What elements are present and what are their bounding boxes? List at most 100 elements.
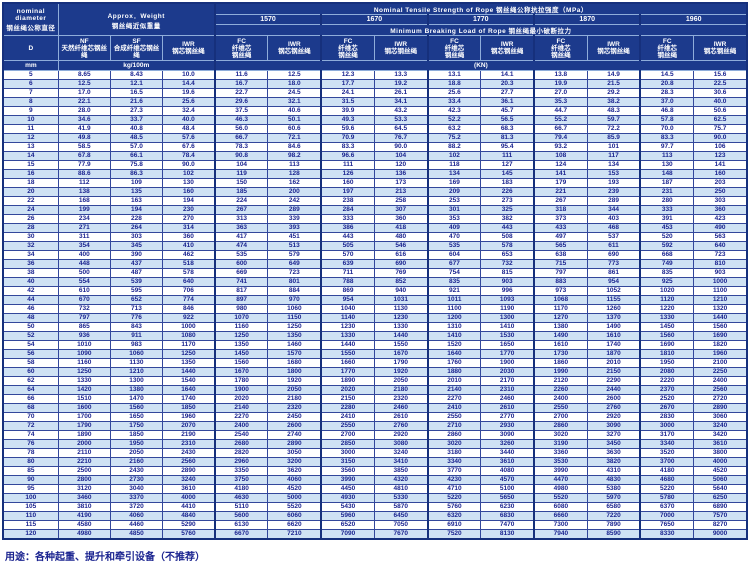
diameter-cell: 13 — [2, 142, 59, 152]
value-cell: 49.3 — [320, 115, 375, 125]
value-cell: 973 — [532, 286, 588, 296]
value-cell: 27.0 — [532, 88, 588, 98]
value-cell: 7650 — [639, 520, 695, 530]
col-header-iwr-weight: IWR 钢芯钢丝绳 — [162, 35, 216, 61]
value-cell: 3770 — [426, 466, 482, 476]
diameter-cell: 9 — [2, 106, 59, 116]
value-cell: 2760 — [373, 421, 429, 431]
value-cell: 1760 — [426, 358, 482, 368]
table-row: 44 670 652 774 897 970 954 1031 1011 1093 1068 1155… — [2, 295, 748, 305]
value-cell: 3340 — [426, 457, 482, 467]
value-cell: 30.6 — [693, 88, 748, 98]
value-cell: 2500 — [57, 466, 111, 476]
value-cell: 95.4 — [480, 142, 535, 152]
value-cell: 24.5 — [267, 88, 322, 98]
value-cell: 66.7 — [213, 133, 269, 143]
diameter-cell: 105 — [2, 502, 59, 512]
col-header-iwr-1570: IWR 钢芯钢丝绳 — [267, 35, 322, 61]
value-cell: 1770 — [480, 349, 535, 359]
value-cell: 311 — [57, 232, 111, 242]
tensile-strength-title: Nominal Tensile Strength of Rope 钢丝绳公称抗拉… — [213, 2, 748, 15]
col-header-fc-1570: FC 纤维芯 钢丝绳 — [213, 35, 269, 61]
value-cell: 5520 — [532, 493, 588, 503]
value-cell: 141 — [693, 160, 748, 170]
value-cell: 3560 — [320, 466, 375, 476]
value-cell: 7670 — [373, 529, 429, 540]
value-cell: 8330 — [639, 529, 695, 540]
value-cell: 50.6 — [693, 106, 748, 116]
value-cell: 1740 — [162, 394, 216, 404]
value-cell: 1380 — [109, 385, 164, 395]
value-cell: 193 — [586, 178, 641, 188]
value-cell: 2960 — [213, 457, 269, 467]
value-cell: 810 — [693, 259, 748, 269]
value-cell: 124 — [532, 160, 588, 170]
value-cell: 2460 — [373, 403, 429, 413]
value-cell: 3020 — [426, 439, 482, 449]
value-cell: 78.4 — [162, 151, 216, 161]
value-cell: 5220 — [639, 484, 695, 494]
value-cell: 2400 — [213, 421, 269, 431]
value-cell: 1530 — [480, 331, 535, 341]
table-header: nominal diameter 钢丝绳公称直径 Approx．Weight 钢… — [2, 2, 748, 71]
value-cell: 5000 — [267, 493, 322, 503]
value-cell: 104 — [213, 160, 269, 170]
value-cell: 2140 — [426, 385, 482, 395]
value-cell: 4410 — [162, 502, 216, 512]
grade-1870-header: 1870 — [532, 14, 641, 25]
value-cell: 5960 — [320, 511, 375, 521]
value-cell: 3360 — [532, 448, 588, 458]
value-cell: 1068 — [532, 295, 588, 305]
value-cell: 2460 — [480, 394, 535, 404]
table-row: 24 199 194 230 267 289 284 307 301 325 318 344 333 36… — [2, 205, 748, 215]
value-cell: 1060 — [109, 349, 164, 359]
value-cell: 2920 — [586, 412, 641, 422]
value-cell: 1790 — [57, 421, 111, 431]
value-cell: 3040 — [109, 484, 164, 494]
value-cell: 8270 — [693, 520, 748, 530]
value-cell: 1160 — [57, 358, 111, 368]
value-cell: 4520 — [693, 466, 748, 476]
value-cell: 6890 — [693, 502, 748, 512]
value-cell: 1920 — [373, 367, 429, 377]
value-cell: 669 — [213, 268, 269, 278]
value-cell: 1140 — [320, 313, 375, 323]
value-cell: 1750 — [109, 421, 164, 431]
value-cell: 136 — [373, 169, 429, 179]
value-cell: 391 — [639, 214, 695, 224]
value-cell: 40.6 — [267, 106, 322, 116]
value-cell: 1270 — [532, 313, 588, 323]
value-cell: 3050 — [267, 448, 322, 458]
table-row: 15 77.9 75.8 90.0 104 113 111 120 118 127 124 134 13… — [2, 160, 748, 170]
value-cell: 3610 — [162, 484, 216, 494]
table-row: 115 4580 4460 5290 6130 6620 6520 7050 6910 7470 7… — [2, 520, 748, 530]
table-row: 16 88.6 86.3 102 119 128 126 136 134 145 141 153 148… — [2, 169, 748, 179]
value-cell: 52.2 — [426, 115, 482, 125]
value-cell: 1120 — [639, 295, 695, 305]
value-cell: 2100 — [693, 358, 748, 368]
value-cell: 911 — [109, 331, 164, 341]
value-cell: 6130 — [213, 520, 269, 530]
table-row: 40 554 539 640 741 801 788 852 835 903 883 954 925 10… — [2, 277, 748, 287]
value-cell: 713 — [109, 304, 164, 314]
value-cell: 3350 — [213, 466, 269, 476]
value-cell: 884 — [267, 286, 322, 296]
value-cell: 1380 — [532, 322, 588, 332]
value-cell: 363 — [213, 223, 269, 233]
value-cell: 5110 — [213, 502, 269, 512]
value-cell: 6660 — [532, 511, 588, 521]
value-cell: 1690 — [639, 340, 695, 350]
value-cell: 2120 — [532, 376, 588, 386]
value-cell: 1820 — [693, 340, 748, 350]
value-cell: 1540 — [162, 376, 216, 386]
value-cell: 19.9 — [532, 79, 588, 89]
value-cell: 2890 — [693, 403, 748, 413]
value-cell: 6830 — [480, 511, 535, 521]
value-cell: 690 — [373, 259, 429, 269]
value-cell: 3990 — [532, 466, 588, 476]
value-cell: 490 — [693, 223, 748, 233]
diameter-cell: 68 — [2, 403, 59, 413]
value-cell: 64.5 — [373, 124, 429, 134]
value-cell: 160 — [693, 169, 748, 179]
diameter-cell: 44 — [2, 295, 59, 305]
